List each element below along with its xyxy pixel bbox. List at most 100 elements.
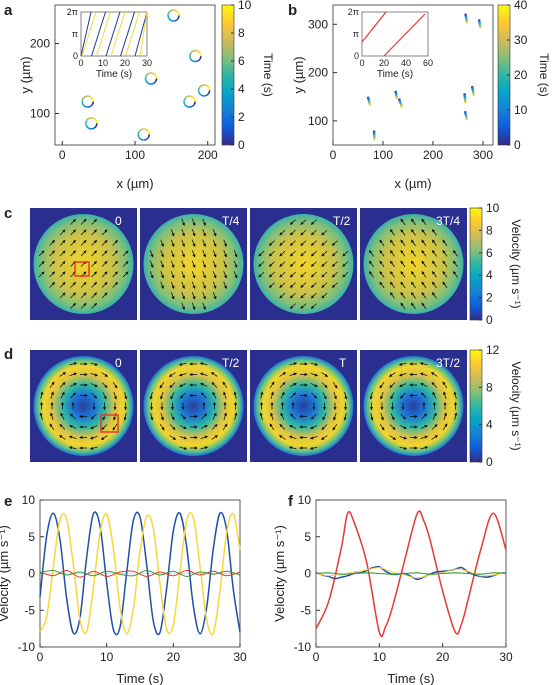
velocity-arrow-d [443, 391, 447, 399]
trajectory-ring-a-5 [191, 96, 196, 100]
velocity-arrow-d [179, 446, 188, 450]
velocity-arrow-c [181, 260, 185, 269]
velocity-arrow-d [379, 423, 385, 431]
trajectory-ring-a-0 [168, 17, 172, 21]
velocity-arrow-c [452, 250, 458, 257]
velocity-arrow-c [181, 281, 185, 290]
inset-y-tick-label-a: π [72, 29, 78, 39]
velocity-arrow-c [379, 271, 385, 278]
trajectory-ring-a-4 [84, 95, 88, 98]
velocity-arrow-d [289, 372, 298, 376]
velocity-arrow-d [279, 423, 286, 430]
velocity-arrow-d [168, 372, 176, 377]
velocity-arrow-c [91, 271, 97, 278]
velocity-arrow-c [91, 260, 97, 267]
trajectory-ring-a-3 [204, 84, 208, 87]
panel-letter-b: b [288, 2, 298, 19]
velocity-arrow-d [160, 413, 164, 421]
velocity-arrow-d [442, 381, 448, 389]
velocity-arrow-c [70, 281, 76, 288]
velocity-arrow-d [288, 446, 297, 450]
velocity-arrow-c [59, 239, 66, 246]
velocity-arrow-c [442, 271, 448, 278]
velocity-arrow-c [91, 281, 97, 288]
colorbar-tick-label-a: 8 [238, 26, 245, 40]
velocity-arrow-c [80, 302, 87, 309]
velocity-arrow-c [421, 218, 427, 226]
trajectory-ring-a-1 [189, 52, 192, 57]
frame-disk-d-3 [363, 356, 464, 456]
velocity-arrow-d [321, 372, 329, 377]
trajectory-ring-a-7 [137, 131, 140, 135]
inset-phase-line-yellow [96, 11, 111, 57]
velocity-arrow-c [289, 271, 296, 278]
inset-b [361, 11, 429, 57]
inset-x-tick-label-a: 10 [98, 58, 108, 68]
trajectory-ring-a-4 [87, 95, 91, 98]
colorbar-tick-label-a: 10 [238, 0, 252, 12]
velocity-arrow-d [180, 413, 187, 420]
velocity-arrow-c [431, 239, 437, 247]
velocity-arrow-d [290, 392, 297, 399]
trajectory-ring-a-5 [193, 98, 196, 102]
velocity-arrow-d [200, 425, 208, 429]
y-tick-label-e: -10 [18, 640, 36, 654]
velocity-arrow-c [368, 271, 374, 278]
velocity-arrow-c [160, 260, 164, 269]
panel-letter-d: d [4, 346, 14, 363]
velocity-arrow-c [160, 250, 164, 258]
velocity-arrow-c [101, 239, 108, 246]
velocity-arrow-c [191, 250, 196, 258]
trajectory-ring-a-3 [208, 90, 211, 94]
velocity-arrow-c [170, 239, 175, 248]
y-tick-label-f: 5 [304, 530, 311, 544]
velocity-arrow-c [70, 250, 76, 257]
velocity-arrow-c [101, 271, 108, 278]
y-tick-label-e: 10 [22, 493, 36, 507]
velocity-arrow-c [233, 250, 238, 258]
velocity-arrow-c [442, 281, 448, 289]
velocity-arrow-c [310, 271, 317, 278]
y-tick-label-e: -5 [24, 603, 35, 617]
velocity-arrow-c [268, 271, 275, 278]
velocity-arrow-c [379, 250, 385, 257]
velocity-arrow-d [211, 381, 218, 388]
velocity-arrow-d [90, 413, 97, 420]
trajectory-ring-a-6 [91, 127, 95, 130]
colorbar-d [469, 349, 483, 463]
velocity-arrow-d [50, 412, 54, 420]
trajectory-ring-a-5 [193, 101, 196, 105]
trajectory-ring-a-6 [88, 127, 92, 130]
velocity-arrow-c [431, 281, 437, 289]
trajectory-ring-a-7 [143, 138, 147, 141]
frame-disk-d-0 [33, 356, 134, 456]
velocity-arrow-c [181, 250, 185, 258]
x-tick-label-e: 0 [37, 650, 44, 664]
inset-y-tick-label-b: π [353, 29, 359, 39]
velocity-arrow-d [442, 423, 448, 431]
velocity-arrow-c [300, 282, 307, 288]
velocity-arrow-c [300, 229, 307, 236]
trajectory-ring-a-2 [144, 78, 147, 82]
velocity-arrow-c [410, 250, 416, 257]
x-tick-label-f: 0 [313, 650, 320, 664]
velocity-arrow-c [181, 302, 185, 311]
colorbar-tick-label-d: 0 [486, 455, 493, 469]
velocity-arrow-d [90, 362, 99, 366]
velocity-arrow-d [49, 381, 55, 389]
inset-x-tick-label-a: 20 [120, 58, 130, 68]
trajectory-ring-a-5 [189, 105, 193, 108]
velocity-arrow-c [191, 260, 196, 269]
trajectory-ring-a-2 [153, 80, 157, 84]
velocity-arrow-c [181, 271, 185, 279]
velocity-arrow-d [310, 373, 319, 377]
trajectory-ring-a-1 [192, 60, 196, 63]
velocity-arrow-c [331, 282, 338, 288]
trajectory-ring-a-7 [138, 129, 142, 133]
trajectory-ring-a-5 [191, 103, 196, 108]
velocity-arrow-c [149, 260, 154, 269]
velocity-arrow-c [181, 218, 185, 227]
velocity-arrow-c [410, 271, 416, 278]
velocity-arrow-c [300, 240, 307, 246]
